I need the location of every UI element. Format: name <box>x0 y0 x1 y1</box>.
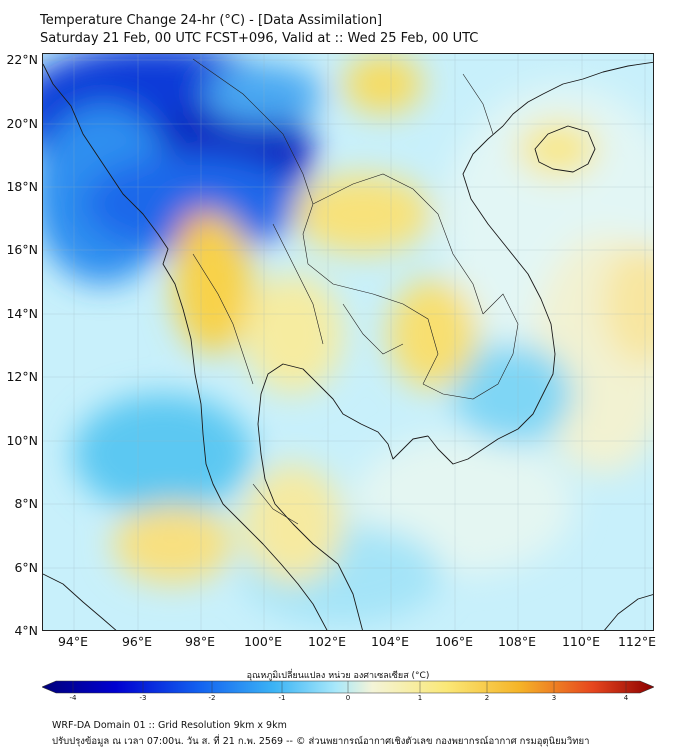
lat-label: 18°N <box>6 179 38 194</box>
lon-label: 94°E <box>57 634 89 649</box>
colorbar-tick: 3 <box>551 694 557 702</box>
colorbar-tick: -2 <box>208 694 216 702</box>
colorbar <box>42 680 654 694</box>
footer-credit: ปรับปรุงข้อมูล ณ เวลา 07:00น. วัน ส. ที่… <box>52 736 590 747</box>
lon-label: 112°E <box>617 634 656 649</box>
colorbar-tick: -1 <box>278 694 286 702</box>
colorbar-tick: -3 <box>139 694 147 702</box>
lat-label: 16°N <box>6 242 38 257</box>
colorbar-tick: 4 <box>623 694 629 702</box>
lon-label: 104°E <box>370 634 409 649</box>
lat-label: 12°N <box>6 369 38 384</box>
lon-label: 96°E <box>121 634 153 649</box>
lon-label: 108°E <box>497 634 536 649</box>
lat-label: 14°N <box>6 306 38 321</box>
colorbar-tick: -4 <box>69 694 77 702</box>
lat-label: 4°N <box>14 623 38 638</box>
footer-model-info: WRF-DA Domain 01 :: Grid Resolution 9km … <box>52 720 287 731</box>
lon-label: 102°E <box>307 634 346 649</box>
lon-label: 100°E <box>243 634 282 649</box>
lat-label: 8°N <box>14 496 38 511</box>
graticule <box>43 54 653 630</box>
lat-label: 10°N <box>6 433 38 448</box>
lon-label: 106°E <box>434 634 473 649</box>
colorbar-tick: 1 <box>417 694 423 702</box>
lon-label: 98°E <box>184 634 216 649</box>
lon-label: 110°E <box>561 634 600 649</box>
map-subtitle: Saturday 21 Feb, 00 UTC FCST+096, Valid … <box>40 31 479 46</box>
borders <box>192 58 519 525</box>
colorbar-tick: 2 <box>484 694 490 702</box>
lat-label: 22°N <box>6 52 38 67</box>
temperature-map <box>42 53 654 631</box>
lat-label: 20°N <box>6 116 38 131</box>
temperature-field <box>43 54 653 624</box>
coastlines <box>43 61 653 630</box>
lat-label: 6°N <box>14 560 38 575</box>
colorbar-tick: 0 <box>345 694 351 702</box>
colorbar-title: อุณหภูมิเปลี่ยนแปลง หน่วย องศาเซลเซียส (… <box>246 671 430 681</box>
map-title: Temperature Change 24-hr (°C) - [Data As… <box>40 13 383 28</box>
